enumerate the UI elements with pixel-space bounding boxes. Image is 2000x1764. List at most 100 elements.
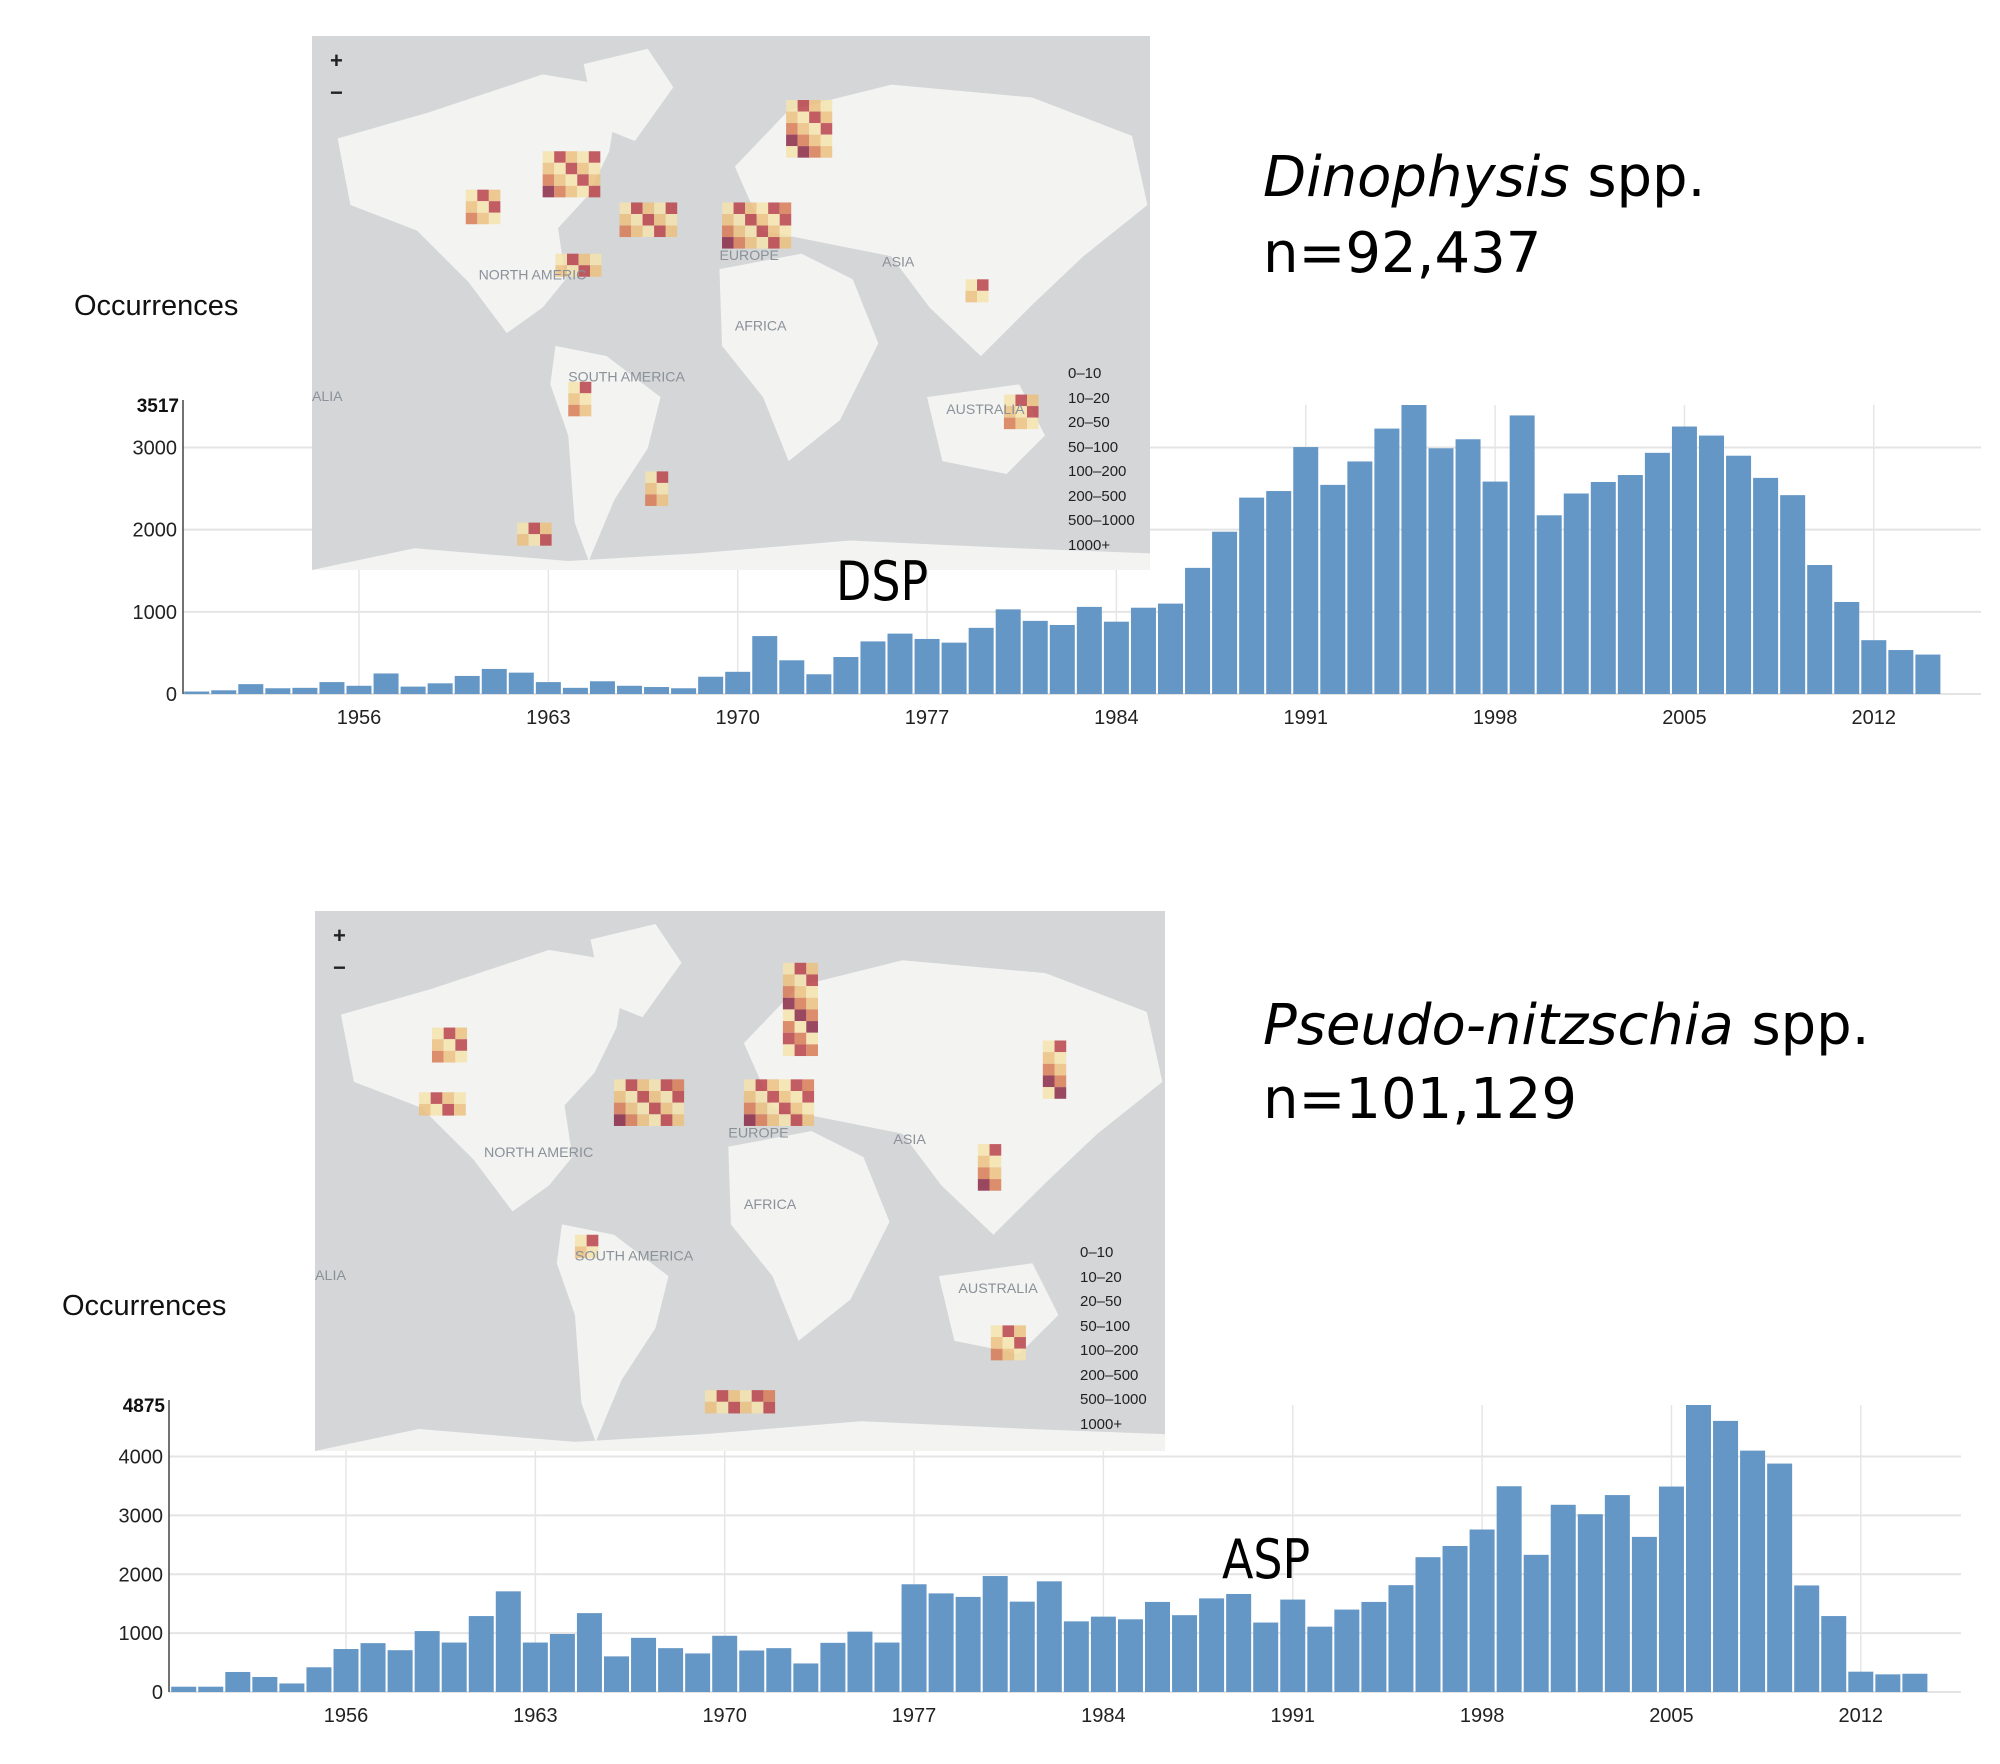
map-region-label: NORTH AMERIC <box>479 266 587 282</box>
heat-cell <box>1026 394 1039 407</box>
heat-cell <box>631 214 643 226</box>
bar-1977 <box>914 638 940 694</box>
bar-1973 <box>806 674 832 694</box>
heat-cell <box>809 134 821 147</box>
bar-1965 <box>576 1613 602 1692</box>
pseudo-nitzschia-distribution-map[interactable]: NORTH AMERIC SOUTH AMERICA EUROPE ASIA AFRIC… <box>315 911 1165 1451</box>
heat-cell <box>1014 1325 1026 1338</box>
heat-cell <box>672 1102 685 1115</box>
pseudo-nitzschia-count: n=101,129 <box>1263 1067 1577 1132</box>
heat-cell <box>782 1044 795 1057</box>
heat-cell <box>586 1234 599 1247</box>
map-region-label: ASIA <box>882 254 915 270</box>
heat-cell <box>579 381 592 394</box>
legend-item: 100–200 <box>1080 1342 1139 1359</box>
heat-cell <box>565 174 578 186</box>
heat-cell <box>745 202 757 214</box>
heat-cell <box>756 225 769 238</box>
heat-cell <box>806 1032 818 1045</box>
heat-cell <box>672 1091 685 1103</box>
heat-cell <box>631 202 643 214</box>
bar-1958 <box>400 686 426 694</box>
bar-1980 <box>982 1576 1008 1692</box>
dsp-occurrence-bar-chart: 0 1000 2000 3000 3517 1956 1963 1970 1977 1984 199… <box>133 396 1981 729</box>
bar-2003 <box>1617 475 1643 694</box>
heat-cell <box>778 1079 791 1091</box>
heat-cell <box>1042 1063 1055 1076</box>
heat-cell <box>642 225 655 238</box>
heat-cell <box>989 1167 1002 1180</box>
heat-cell <box>704 1401 717 1414</box>
heat-cell <box>977 1179 990 1191</box>
bar-2005 <box>1671 426 1697 694</box>
heat-cell <box>722 214 734 226</box>
species-suffix: spp. <box>1569 145 1706 210</box>
heat-cell <box>443 1039 456 1051</box>
heat-cell <box>806 1009 818 1022</box>
heat-cell <box>1015 406 1027 418</box>
heat-cell <box>443 1027 456 1040</box>
heat-cell <box>645 471 657 483</box>
bar-1956 <box>333 1649 359 1692</box>
bar-1971 <box>739 1650 765 1692</box>
heat-cell <box>802 1091 815 1103</box>
heat-cell <box>555 253 567 266</box>
heat-cell <box>578 253 591 266</box>
heat-cell <box>578 265 591 277</box>
map-region-label: ALIA <box>315 1268 346 1284</box>
heat-cell <box>477 212 489 225</box>
heat-cell <box>806 986 818 998</box>
bar-1968 <box>658 1648 684 1692</box>
heat-cell <box>794 962 807 975</box>
bar-1993 <box>1347 461 1373 694</box>
x-tick-label: 1991 <box>1271 1705 1316 1727</box>
x-tick-label: 2005 <box>1649 1705 1694 1727</box>
x-tick-label: 1956 <box>324 1705 369 1727</box>
bar-2002 <box>1590 481 1616 694</box>
heat-cell <box>733 225 746 238</box>
heat-cell <box>656 482 669 495</box>
bar-1982 <box>1049 624 1075 694</box>
bar-2006 <box>1699 435 1724 694</box>
heat-cell <box>806 1044 818 1057</box>
heat-cell <box>767 1102 779 1115</box>
heat-cell <box>554 174 566 186</box>
bar-1998 <box>1469 1529 1495 1692</box>
heat-cell <box>806 962 818 975</box>
heat-cell <box>977 290 989 303</box>
heat-cell <box>1002 1325 1015 1338</box>
heat-cell <box>665 202 678 214</box>
heat-cell <box>1054 1075 1067 1088</box>
land-shape <box>734 84 1148 357</box>
bar-1976 <box>874 1642 900 1692</box>
heat-cell <box>1026 406 1039 418</box>
heat-cell <box>613 1102 626 1115</box>
heat-cell <box>763 1401 776 1414</box>
heat-cell <box>1042 1075 1055 1088</box>
map-zoom-out-button[interactable]: − <box>330 80 343 105</box>
heat-cell <box>1002 1337 1015 1349</box>
bar-1985 <box>1117 1619 1143 1692</box>
heat-cell <box>637 1091 650 1103</box>
heat-cell <box>794 1021 807 1033</box>
dinophysis-count: n=92,437 <box>1263 221 1542 286</box>
dinophysis-distribution-map[interactable]: NORTH AMERIC SOUTH AMERICA EUROPE ASIA AFRIC… <box>312 36 1150 570</box>
heat-cell <box>786 134 798 147</box>
map-zoom-out-button[interactable]: − <box>333 955 346 980</box>
heat-cell <box>568 393 580 405</box>
heat-cell <box>577 162 589 175</box>
heat-cell <box>1042 1040 1055 1053</box>
map-zoom-in-button[interactable]: + <box>330 48 343 73</box>
heat-cell <box>637 1102 650 1115</box>
land-shape <box>743 960 1163 1235</box>
bar-1961 <box>468 1616 494 1692</box>
bar-1991 <box>1280 1599 1306 1692</box>
heat-cell <box>488 189 501 202</box>
bar-1951 <box>198 1686 224 1692</box>
map-zoom-in-button[interactable]: + <box>333 923 346 948</box>
bar-2003 <box>1604 1495 1630 1692</box>
heat-cell <box>431 1050 444 1063</box>
heat-cell <box>797 146 810 158</box>
heat-cell <box>806 974 818 987</box>
legend-item: 50–100 <box>1068 438 1119 456</box>
